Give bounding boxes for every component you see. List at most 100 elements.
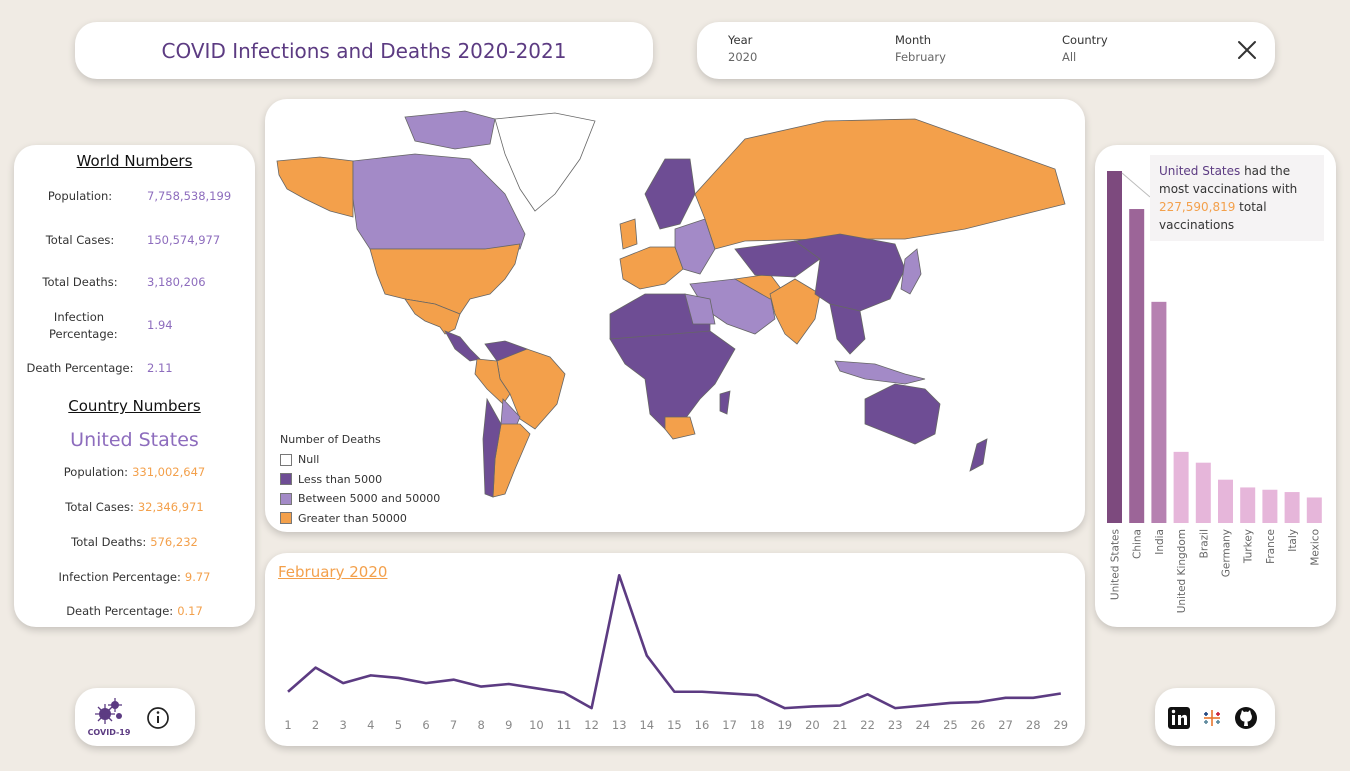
map-region-western-europe <box>619 246 684 290</box>
bar-category-label: India <box>1154 529 1166 555</box>
stat-label: Death Percentage: <box>66 604 174 618</box>
world-map-panel: Number of Deaths Null Less than 5000 Bet… <box>265 99 1085 532</box>
bar-category-label: France <box>1265 529 1277 564</box>
map-region-chile <box>482 397 502 498</box>
filter-year[interactable]: Year 2020 <box>728 33 757 64</box>
tooltip-text-end: total vaccinations <box>1159 200 1267 232</box>
x-tick-label: 12 <box>584 718 599 732</box>
country-cases-row: Total Cases: 32,346,971 <box>14 500 255 514</box>
filter-month-label: Month <box>895 33 932 47</box>
bar[interactable] <box>1107 171 1122 523</box>
x-tick-label: 8 <box>478 718 485 732</box>
stat-value: 1.94 <box>147 318 173 332</box>
stat-value: 32,346,971 <box>137 500 204 514</box>
legend-swatch-null <box>280 453 292 466</box>
tableau-icon[interactable] <box>1204 710 1220 726</box>
x-tick-label: 3 <box>340 718 347 732</box>
x-tick-label: 9 <box>505 718 512 732</box>
map-region-japan <box>900 248 922 295</box>
bar[interactable] <box>1240 487 1256 523</box>
legend-item[interactable]: Null <box>280 450 440 470</box>
filter-country-value[interactable]: All <box>1062 50 1077 64</box>
country-name: United States <box>70 429 199 451</box>
x-tick-label: 23 <box>888 718 903 732</box>
daily-line-chart: 1 2 3 4 5 6 7 8 9 10 11 12 13 14 15 16 17 18 19 20 21 22 23 24 2… <box>284 574 1068 732</box>
legend-item[interactable]: Between 5000 and 50000 <box>280 489 440 509</box>
stat-label: Population: <box>63 465 129 479</box>
tooltip-text: had the most vaccinations with <box>1159 164 1298 196</box>
x-tick-label: 21 <box>833 718 848 732</box>
x-tick-label: 10 <box>529 718 544 732</box>
stat-value: 576,232 <box>150 535 198 549</box>
x-tick-label: 15 <box>667 718 682 732</box>
legend-label: Greater than 50000 <box>298 511 407 525</box>
info-icon[interactable] <box>147 707 169 729</box>
bar[interactable] <box>1262 489 1278 523</box>
vaccination-bar-chart: United States China India United Kingdom Bra… <box>1107 171 1322 613</box>
tooltip-connector <box>1121 172 1151 198</box>
x-tick-label: 17 <box>722 718 737 732</box>
map-region-russia <box>694 118 1066 250</box>
social-links-card <box>1155 688 1275 746</box>
map-region-peru <box>474 358 511 405</box>
stat-label: Infection Percentage: <box>58 570 181 584</box>
bar[interactable] <box>1218 479 1233 523</box>
map-region-central-asia <box>734 240 821 278</box>
bar-category-label: Mexico <box>1309 529 1321 566</box>
map-region-mexico <box>404 298 461 335</box>
numbers-panel: World Numbers Population: 7,758,538,199 … <box>14 145 255 627</box>
map-region-scandinavia <box>644 158 696 230</box>
country-death-pct-row: Death Percentage: 0.17 <box>14 604 255 618</box>
bar[interactable] <box>1284 492 1300 523</box>
bar[interactable] <box>1306 497 1322 523</box>
x-tick-label: 2 <box>312 718 319 732</box>
x-tick-label: 25 <box>943 718 958 732</box>
stat-value: 331,002,647 <box>132 465 206 479</box>
bar-category-label: United States <box>1110 529 1122 600</box>
stat-label: Total Deaths: <box>42 275 118 289</box>
line-chart-title[interactable]: February 2020 <box>278 563 388 581</box>
x-tick-label: 11 <box>557 718 572 732</box>
map-region-canada-islands <box>404 110 496 150</box>
filter-month[interactable]: Month February <box>895 33 946 64</box>
map-region-greenland <box>494 112 596 212</box>
tooltip-value: 227,590,819 <box>1159 200 1236 214</box>
bar[interactable] <box>1151 301 1167 523</box>
bar-category-label: Italy <box>1287 529 1299 552</box>
filter-bar: Year 2020 Month February Country All <box>697 22 1275 79</box>
filter-year-value[interactable]: 2020 <box>728 50 758 64</box>
stat-value: 2.11 <box>147 361 173 375</box>
bar-category-label: United Kingdom <box>1176 529 1188 613</box>
world-map[interactable] <box>265 99 1085 532</box>
bar[interactable] <box>1129 209 1145 523</box>
filter-month-value[interactable]: February <box>895 50 946 64</box>
stat-label: Total Cases: <box>45 233 115 247</box>
bar-category-label: Brazil <box>1198 529 1210 558</box>
filter-country-label: Country <box>1062 33 1108 47</box>
x-tick-label: 22 <box>860 718 875 732</box>
bar[interactable] <box>1173 451 1189 523</box>
stat-value: 7,758,538,199 <box>147 189 232 203</box>
logo-info-card: COVID-19 <box>75 688 195 746</box>
map-region-egypt <box>684 293 716 325</box>
map-region-new-zealand <box>969 438 988 472</box>
stat-label: Population: <box>47 189 113 203</box>
close-icon[interactable] <box>1235 38 1259 62</box>
x-tick-label: 29 <box>1053 718 1068 732</box>
covid-logo-icon: COVID-19 <box>88 698 131 737</box>
bar[interactable] <box>1195 462 1211 523</box>
x-tick-label: 19 <box>777 718 792 732</box>
legend-item[interactable]: Greater than 50000 <box>280 509 440 529</box>
linkedin-icon[interactable] <box>1168 707 1190 729</box>
line-series[interactable] <box>287 574 1062 710</box>
stat-value: 9.77 <box>184 570 211 584</box>
legend-item[interactable]: Less than 5000 <box>280 470 440 490</box>
stat-label: Total Deaths: <box>71 535 147 549</box>
github-icon[interactable] <box>1235 707 1257 729</box>
x-tick-label: 28 <box>1026 718 1041 732</box>
map-region-usa <box>369 243 521 315</box>
map-region-madagascar <box>719 390 731 415</box>
page-title: COVID Infections and Deaths 2020-2021 <box>161 38 567 63</box>
legend-label: Less than 5000 <box>298 472 383 486</box>
filter-country[interactable]: Country All <box>1062 33 1108 64</box>
